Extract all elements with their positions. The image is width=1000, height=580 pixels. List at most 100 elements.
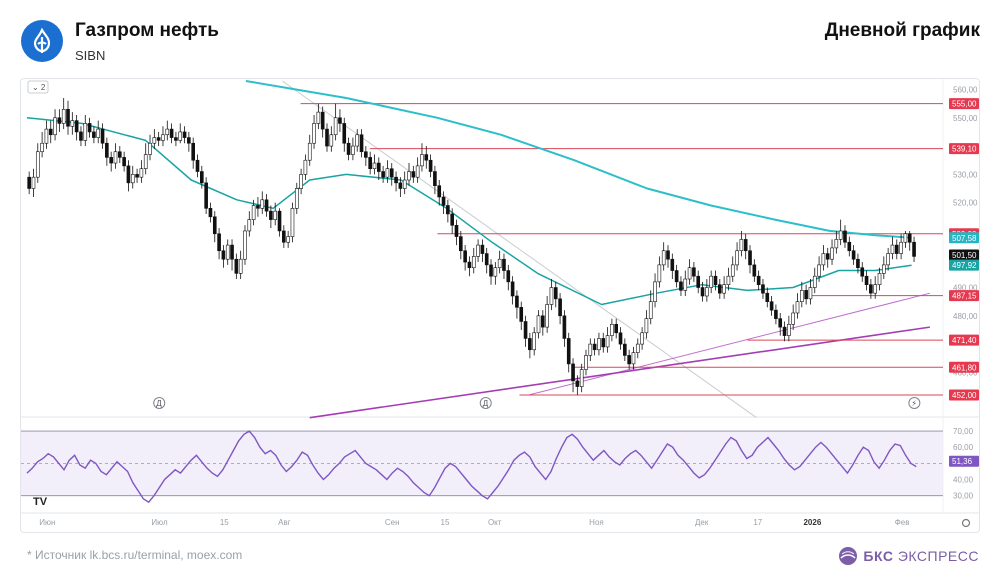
gazprom-flame-icon xyxy=(21,20,63,62)
candle-body xyxy=(385,168,390,178)
candle-body xyxy=(640,332,644,345)
price-axis-tick: 560,00 xyxy=(953,85,978,94)
candle-body xyxy=(869,284,873,294)
candle-body xyxy=(510,281,515,297)
price-tag-label: 507,58 xyxy=(952,234,977,243)
candle-body xyxy=(346,142,351,155)
candle-body xyxy=(35,151,40,178)
candle-body xyxy=(571,363,575,382)
candle-body xyxy=(290,208,295,237)
candle-body xyxy=(670,258,675,271)
candle-body xyxy=(325,128,329,147)
brand-name: БКС xyxy=(863,548,894,564)
candle-body xyxy=(644,318,649,334)
candle-body xyxy=(683,278,688,291)
moving-average-long xyxy=(245,80,912,239)
candle-body xyxy=(523,321,528,339)
rsi-axis-tick: 70,00 xyxy=(953,427,974,436)
candle-body xyxy=(355,134,360,147)
level-price-tag xyxy=(949,98,979,110)
level-price-tag xyxy=(949,143,979,155)
candle-body xyxy=(420,154,424,167)
candle-body xyxy=(808,287,813,300)
event-marker[interactable] xyxy=(153,397,166,409)
candle-body xyxy=(635,343,640,353)
candle-body xyxy=(480,244,485,254)
candle-body xyxy=(411,171,416,178)
level-price-label: 471,40 xyxy=(952,336,977,345)
candle-body xyxy=(178,131,183,141)
candle-body xyxy=(282,230,286,243)
candle-body xyxy=(648,301,653,319)
candle-body xyxy=(191,142,195,161)
candle-body xyxy=(506,270,511,283)
candle-body xyxy=(165,128,170,136)
candle-body xyxy=(273,210,278,220)
event-marker[interactable] xyxy=(908,397,921,409)
scale-badge-text: ⌄ 2 xyxy=(32,83,46,92)
candle-body xyxy=(739,239,744,252)
candle-body xyxy=(376,162,381,172)
candle-body xyxy=(454,224,459,237)
candle-body xyxy=(467,261,472,269)
candle-body xyxy=(541,315,545,328)
candle-body xyxy=(204,182,208,209)
candle-body xyxy=(782,326,787,336)
time-axis-label: Авг xyxy=(278,518,291,527)
candle-body xyxy=(679,281,683,291)
candle-body xyxy=(882,264,886,274)
candle-body xyxy=(53,117,57,136)
candle-body xyxy=(769,301,774,311)
candle-body xyxy=(130,174,135,184)
candle-body xyxy=(856,258,860,269)
candle-body xyxy=(471,256,476,269)
price-axis-tick: 530,00 xyxy=(953,170,978,179)
candle-body xyxy=(800,290,804,302)
candle-body xyxy=(597,338,601,351)
candle-body xyxy=(338,117,342,124)
candle-body xyxy=(169,128,174,138)
price-axis-tick: 480,00 xyxy=(953,312,978,321)
candle-body xyxy=(394,176,398,184)
chart-timeframe-title: Дневной график xyxy=(824,20,980,41)
candle-body xyxy=(588,343,593,356)
candle-body xyxy=(722,284,726,294)
candle-body xyxy=(247,219,252,232)
time-axis-label: 17 xyxy=(753,518,762,527)
candle-body xyxy=(553,287,558,300)
event-marker[interactable] xyxy=(479,397,492,409)
candle-body xyxy=(605,335,610,348)
candle-body xyxy=(787,323,791,336)
candle-body xyxy=(774,309,778,319)
candle-body xyxy=(825,253,830,260)
candle-body xyxy=(709,275,713,288)
settings-gear-icon[interactable] xyxy=(961,518,971,528)
candle-body xyxy=(696,275,701,288)
candle-body xyxy=(730,264,735,277)
candle-body xyxy=(653,281,657,302)
rsi-value-tag xyxy=(949,455,979,467)
price-chart[interactable]: ⌄ 2 560,00 550,00 530,00 520,00 490,00 480,00 4… xyxy=(21,79,979,532)
candle-body xyxy=(359,134,364,153)
candle-body xyxy=(234,258,239,274)
candle-body xyxy=(838,230,843,240)
trend-line xyxy=(309,326,930,419)
candle-body xyxy=(830,247,834,260)
candle-body xyxy=(549,287,554,305)
candle-body xyxy=(260,199,265,209)
candle-body xyxy=(566,338,571,365)
candle-body xyxy=(152,137,157,144)
rsi-axis-tick: 40,00 xyxy=(953,476,974,485)
time-axis-label: Дек xyxy=(695,518,709,527)
candle-body xyxy=(890,244,895,254)
candle-body xyxy=(256,205,260,209)
time-axis-label: Июл xyxy=(151,518,168,527)
candle-body xyxy=(484,253,489,266)
candle-body xyxy=(372,162,377,170)
level-price-tag xyxy=(949,290,979,302)
scale-badge[interactable] xyxy=(27,80,49,94)
candle-body xyxy=(834,239,839,249)
price-axis-tick: 520,00 xyxy=(953,199,978,208)
time-axis-label: Фев xyxy=(895,518,910,527)
time-axis-label: 15 xyxy=(220,518,229,527)
